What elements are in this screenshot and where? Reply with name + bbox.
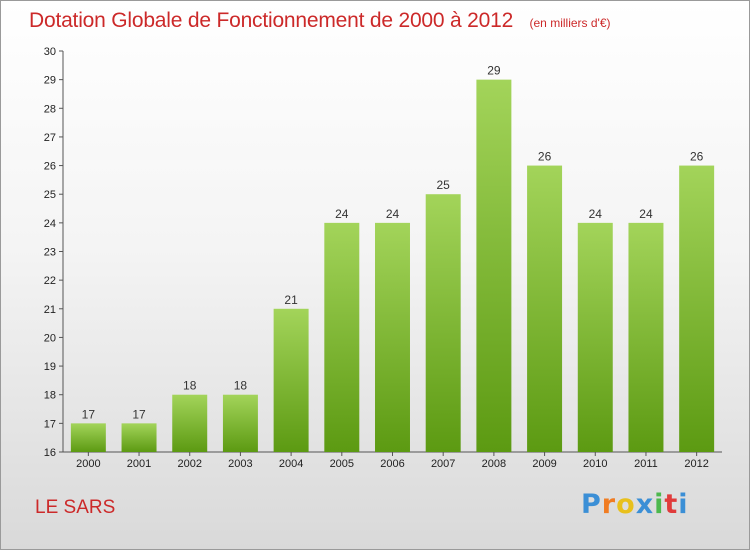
x-tick-label: 2009	[532, 458, 556, 470]
data-label: 29	[487, 64, 501, 78]
data-label: 17	[82, 407, 96, 421]
brand-letter: r	[601, 489, 617, 520]
brand-letter: i	[678, 489, 689, 520]
bar	[273, 308, 309, 452]
brand-logo: Proxiti	[581, 489, 689, 520]
data-label: 24	[639, 207, 653, 221]
brand-letter: P	[581, 489, 602, 520]
bar	[425, 194, 461, 452]
x-tick-label: 2003	[228, 458, 252, 470]
bar	[324, 222, 360, 452]
bar	[70, 423, 106, 452]
y-tick-label: 18	[44, 390, 56, 402]
data-label: 24	[386, 207, 400, 221]
x-tick-label: 2006	[380, 458, 404, 470]
x-tick-label: 2012	[684, 458, 708, 470]
x-tick-label: 2011	[634, 458, 658, 470]
y-tick-label: 26	[44, 161, 56, 173]
bar	[121, 423, 157, 452]
y-tick-label: 28	[44, 103, 56, 115]
bar	[527, 165, 563, 453]
x-tick-label: 2000	[76, 458, 100, 470]
data-label: 24	[335, 207, 349, 221]
y-tick-label: 20	[44, 332, 56, 344]
commune-name: LE SARS	[35, 497, 116, 518]
bar	[172, 394, 208, 452]
x-tick-label: 2007	[431, 458, 455, 470]
x-tick-label: 2002	[177, 458, 201, 470]
y-tick-label: 17	[44, 418, 56, 430]
y-tick-label: 24	[44, 218, 56, 230]
y-tick-label: 29	[44, 75, 56, 87]
bar	[222, 394, 258, 452]
data-label: 18	[183, 379, 197, 393]
y-tick-label: 27	[44, 132, 56, 144]
bar	[577, 222, 613, 452]
data-label: 26	[690, 150, 704, 164]
x-tick-label: 2008	[482, 458, 506, 470]
y-tick-label: 25	[44, 189, 56, 201]
data-label: 24	[589, 207, 603, 221]
brand-letter: i	[654, 489, 665, 520]
data-label: 18	[234, 379, 248, 393]
bar	[375, 222, 410, 452]
data-label: 21	[284, 293, 298, 307]
x-tick-label: 2010	[583, 458, 607, 470]
y-tick-label: 22	[44, 275, 56, 287]
bar	[628, 222, 664, 452]
brand-letter: o	[616, 489, 636, 520]
bar	[679, 165, 715, 453]
y-tick-label: 21	[44, 304, 56, 316]
y-tick-label: 16	[44, 447, 56, 459]
bar	[476, 79, 512, 453]
brand-letter: x	[635, 489, 655, 520]
x-tick-label: 2004	[279, 458, 303, 470]
x-tick-label: 2001	[127, 458, 151, 470]
chart-subtitle: (en milliers d'€)	[529, 16, 611, 30]
data-label: 26	[538, 150, 552, 164]
y-tick-label: 30	[44, 46, 56, 58]
y-tick-label: 19	[44, 361, 56, 373]
data-label: 25	[437, 178, 451, 192]
title-row: Dotation Globale de Fonctionnement de 20…	[29, 9, 611, 33]
x-tick-label: 2005	[330, 458, 354, 470]
data-label: 17	[132, 407, 146, 421]
y-tick-label: 23	[44, 247, 56, 259]
chart-title: Dotation Globale de Fonctionnement de 20…	[29, 9, 514, 32]
brand-letter: t	[664, 489, 679, 520]
